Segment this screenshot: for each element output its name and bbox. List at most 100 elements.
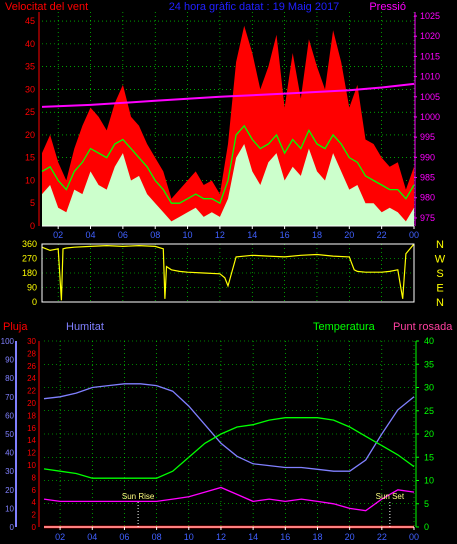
temp-tick-label: 15 (424, 452, 434, 462)
climate-x-tick-label: 16 (280, 532, 290, 542)
dew-point-label: Punt rosada (393, 321, 453, 333)
rain-tick-label: 24 (27, 374, 36, 383)
pressure-tick-label: 1020 (420, 31, 440, 41)
compass-label: N (436, 297, 444, 309)
direction-tick-label: 360 (22, 239, 37, 249)
climate-x-tick-label: 08 (152, 532, 162, 542)
rain-tick-label: 28 (27, 349, 36, 358)
pressure-tick-label: 980 (420, 193, 435, 203)
wind-x-tick-label: 02 (53, 230, 63, 240)
wind-axes: 02 04 06 08 10 12 14 16 18 20 22 000510152025303540… (25, 11, 440, 240)
rain-tick-label: 2 (32, 511, 37, 520)
wind-x-tick-label: 22 (377, 230, 387, 240)
wind-y-tick-label: 10 (25, 175, 35, 185)
wind-y-tick-label: 0 (30, 221, 35, 231)
wind-y-tick-label: 20 (25, 130, 35, 140)
humidity-tick-label: 90 (5, 356, 14, 365)
pressure-tick-label: 995 (420, 132, 435, 142)
temp-tick-label: 30 (424, 383, 434, 393)
climate-x-tick-label: 02 (55, 532, 65, 542)
wind-x-tick-label: 04 (86, 230, 96, 240)
compass-label: W (435, 254, 446, 266)
humidity-tick-label: 0 (10, 523, 15, 532)
rain-tick-label: 16 (27, 424, 36, 433)
temp-tick-label: 35 (424, 359, 434, 369)
humidity-tick-label: 20 (5, 486, 14, 495)
humidity-tick-label: 100 (1, 337, 15, 346)
temp-tick-label: 20 (424, 429, 434, 439)
compass-label: S (436, 268, 443, 280)
direction-tick-label: 90 (27, 283, 37, 293)
temp-tick-label: 40 (424, 336, 434, 346)
wind-x-tick-label: 08 (150, 230, 160, 240)
pressure-tick-label: 1010 (420, 72, 440, 82)
wind-y-tick-label: 30 (25, 84, 35, 94)
rain-tick-label: 20 (27, 399, 36, 408)
direction-grid (42, 243, 415, 303)
wind-x-tick-label: 14 (247, 230, 257, 240)
temp-tick-label: 0 (424, 522, 429, 532)
temperature-label: Temperatura (313, 321, 376, 333)
pressure-tick-label: 990 (420, 152, 435, 162)
rain-tick-label: 10 (27, 461, 36, 470)
rain-tick-label: 4 (32, 498, 37, 507)
rain-tick-label: 12 (27, 449, 36, 458)
rain-tick-label: 6 (32, 486, 37, 495)
climate-panel: 02 04 06 08 10 12 14 16 18 20 22 000510152025303540… (1, 321, 454, 542)
rain-tick-label: 22 (27, 387, 36, 396)
wind-x-tick-label: 20 (344, 230, 354, 240)
wind-wind-area (42, 144, 414, 226)
pressure-tick-label: 985 (420, 173, 435, 183)
pressure-label: Pressió (369, 1, 406, 13)
climate-x-tick-label: 20 (345, 532, 355, 542)
wind-x-tick-label: 12 (215, 230, 225, 240)
rain-tick-label: 14 (27, 436, 36, 445)
direction-tick-label: 180 (22, 268, 37, 278)
climate-x-tick-label: 10 (184, 532, 194, 542)
wind-y-tick-label: 45 (25, 16, 35, 26)
pressure-tick-label: 1015 (420, 51, 440, 61)
pressure-tick-label: 1005 (420, 92, 440, 102)
climate-series (43, 383, 415, 529)
temp-tick-label: 25 (424, 406, 434, 416)
humidity-tick-label: 50 (5, 430, 14, 439)
wind-average-line (41, 124, 415, 205)
climate-x-tick-label: 18 (312, 532, 322, 542)
humidity-tick-label: 40 (5, 449, 14, 458)
compass-label: E (436, 283, 443, 295)
humidity-tick-label: 60 (5, 411, 14, 420)
wind-y-tick-label: 25 (25, 107, 35, 117)
climate-grid (44, 340, 415, 528)
compass-label: N (436, 239, 444, 251)
wind-y-tick-label: 15 (25, 153, 35, 163)
rain-tick-label: 30 (27, 337, 36, 346)
humidity-tick-label: 80 (5, 374, 14, 383)
wind-x-tick-label: 18 (312, 230, 322, 240)
wind-gust-area (42, 25, 414, 227)
climate-temperature-line (43, 417, 415, 479)
rain-tick-label: 26 (27, 362, 36, 371)
climate-dew_point-line (43, 486, 415, 512)
rain-label: Pluja (3, 321, 28, 333)
wind-y-tick-label: 5 (30, 198, 35, 208)
climate-x-tick-label: 14 (248, 532, 258, 542)
rain-tick-label: 18 (27, 411, 36, 420)
wind-speed-label: Velocitat del vent (5, 1, 88, 13)
humidity-tick-label: 30 (5, 467, 14, 476)
rain-tick-label: 8 (32, 473, 37, 482)
wind-pressure-line (41, 82, 415, 108)
pressure-tick-label: 1025 (420, 11, 440, 21)
humidity-tick-label: 10 (5, 504, 14, 513)
direction-frame (41, 243, 415, 303)
wind-panel: 02 04 06 08 10 12 14 16 18 20 22 000510152025303540… (5, 1, 440, 240)
climate-axes: 02 04 06 08 10 12 14 16 18 20 22 000510152025303540… (1, 336, 434, 542)
climate-x-tick-label: 12 (216, 532, 226, 542)
wind-x-tick-label: 16 (280, 230, 290, 240)
sun-annotation-label: Sun Set (376, 492, 405, 501)
humidity-label: Humitat (66, 321, 104, 333)
wind-x-tick-label: 10 (183, 230, 193, 240)
pressure-tick-label: 975 (420, 213, 435, 223)
